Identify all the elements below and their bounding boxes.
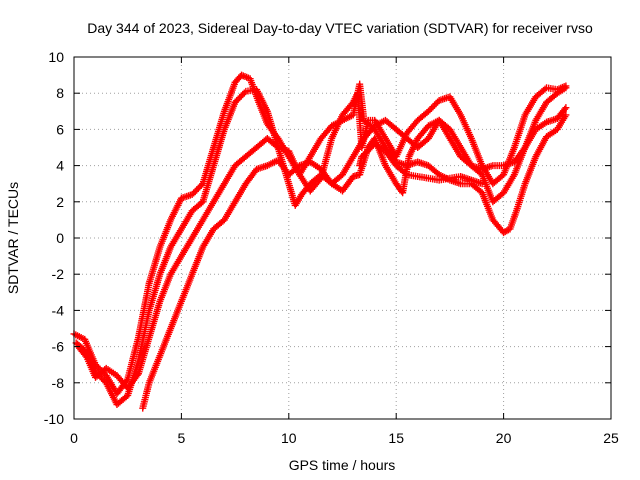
series-track-2 <box>72 86 570 409</box>
data-point <box>429 103 437 111</box>
data-point <box>432 100 440 108</box>
data-point <box>240 89 248 97</box>
data-point <box>99 376 107 384</box>
x-tick-label: 15 <box>388 430 404 446</box>
chart-title: Day 344 of 2023, Sidereal Day-to-day VTE… <box>87 20 593 36</box>
data-point <box>561 105 569 113</box>
data-point <box>520 145 528 153</box>
x-tick-label: 5 <box>178 430 186 446</box>
y-tick-label: 0 <box>56 230 64 246</box>
y-tick-label: 4 <box>56 158 64 174</box>
y-axis-label: SDTVAR / TECUs <box>5 182 21 294</box>
data-point <box>424 107 432 115</box>
y-tick-label: -8 <box>52 375 65 391</box>
x-tick-label: 20 <box>496 430 512 446</box>
y-tick-label: 8 <box>56 85 64 101</box>
y-tick-label: 10 <box>48 49 64 65</box>
grid-lines <box>74 57 611 419</box>
data-point <box>82 352 90 360</box>
data-points <box>70 71 570 412</box>
data-point <box>98 374 106 382</box>
data-point <box>194 184 202 192</box>
x-tick-label: 10 <box>281 430 297 446</box>
data-point <box>236 94 244 102</box>
data-point <box>190 189 198 197</box>
data-point <box>562 111 570 119</box>
x-tick-label: 25 <box>603 430 619 446</box>
series-track-4 <box>139 84 570 412</box>
series-track-5 <box>356 140 486 188</box>
x-tick-label: 0 <box>70 430 78 446</box>
series-track-3 <box>74 80 570 392</box>
data-point <box>197 181 205 189</box>
data-point <box>239 90 247 98</box>
data-point <box>234 95 242 103</box>
data-point <box>237 92 245 100</box>
data-point <box>431 101 439 109</box>
axis-ticks <box>73 56 612 420</box>
data-point <box>231 98 239 106</box>
data-point <box>562 84 570 92</box>
y-tick-label: -4 <box>52 302 65 318</box>
y-tick-label: 2 <box>56 194 64 210</box>
y-tick-label: 6 <box>56 121 64 137</box>
data-point <box>426 106 434 114</box>
data-point <box>188 191 196 199</box>
data-point <box>191 187 199 195</box>
data-point <box>196 183 204 191</box>
data-point <box>401 169 409 177</box>
data-point <box>562 104 570 112</box>
x-axis-label: GPS time / hours <box>289 457 396 473</box>
data-point <box>233 97 241 105</box>
y-tick-label: -2 <box>52 266 65 282</box>
y-tick-labels: -10 -8 -6 -4 -2 0 2 4 6 8 10 <box>44 49 64 427</box>
data-point <box>478 180 486 188</box>
data-point <box>427 104 435 112</box>
data-point <box>193 186 201 194</box>
y-tick-label: -6 <box>52 339 65 355</box>
data-point <box>133 371 141 379</box>
x-tick-labels: 0 5 10 15 20 25 <box>70 430 619 446</box>
y-tick-label: -10 <box>44 411 64 427</box>
